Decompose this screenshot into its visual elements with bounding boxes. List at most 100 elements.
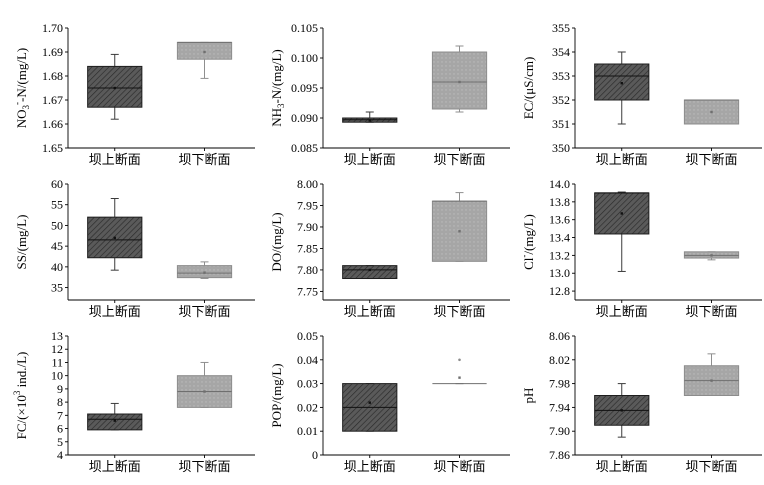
x-category-label: 坝上断面 bbox=[89, 152, 141, 167]
box-upstream bbox=[342, 383, 398, 432]
y-tick-label: 354 bbox=[552, 45, 570, 59]
y-tick-label: 13.2 bbox=[549, 248, 570, 262]
box-downstream bbox=[683, 251, 740, 261]
y-tick-label: 7.85 bbox=[297, 241, 318, 255]
box-body bbox=[342, 265, 398, 280]
x-category-label: 坝下断面 bbox=[686, 459, 738, 474]
box-downstream bbox=[431, 45, 488, 113]
x-category-label: 坝上断面 bbox=[89, 459, 141, 474]
box-upstream bbox=[594, 383, 650, 438]
x-category-label: 坝下断面 bbox=[686, 304, 738, 319]
mean-marker bbox=[620, 212, 623, 215]
y-axis-label: SS/(mg/L) bbox=[14, 215, 29, 270]
box-downstream bbox=[176, 261, 233, 279]
mean-marker bbox=[113, 236, 116, 240]
y-tick-label: 55 bbox=[51, 198, 63, 212]
y-tick-label: 60 bbox=[51, 177, 63, 191]
panel-1: 1.65 1.66 1.67 1.68 1.69 1.70 坝上断面 坝下断面 NO3--N/(… bbox=[12, 21, 255, 167]
panel-5: 7.75 7.80 7.85 7.90 7.95 8.00 坝上断面 坝下断面 DO/(mg/L… bbox=[269, 177, 510, 319]
box-upstream bbox=[594, 51, 650, 125]
y-tick-label: 40 bbox=[51, 260, 63, 274]
y-tick-label: 8 bbox=[57, 395, 63, 409]
mean-marker bbox=[368, 119, 371, 122]
y-tick-label: 0.05 bbox=[297, 329, 318, 343]
y-tick-label: 12.8 bbox=[549, 284, 570, 298]
y-tick-label: 7.98 bbox=[549, 377, 570, 391]
y-tick-label: 7.75 bbox=[297, 284, 318, 298]
panel-6: 12.8 13.0 13.2 13.4 13.6 13.8 14.0 坝上断面 坝下断面 Cl-/… bbox=[519, 177, 762, 319]
y-tick-label: 353 bbox=[552, 69, 570, 83]
y-tick-label: 0.04 bbox=[297, 353, 318, 367]
mean-marker bbox=[368, 268, 371, 272]
y-axis-label: NH3-N/(mg/L) bbox=[269, 49, 286, 126]
x-category-label: 坝上断面 bbox=[344, 304, 396, 319]
y-tick-label: 355 bbox=[552, 21, 570, 35]
y-tick-label: 10 bbox=[51, 369, 63, 383]
y-tick-label: 7 bbox=[57, 408, 63, 422]
box-body bbox=[431, 51, 488, 110]
panel-4: 35 40 45 50 55 60 坝上断面 坝下断面 SS/(mg/L) bbox=[14, 177, 255, 319]
mean-marker bbox=[203, 50, 206, 54]
y-tick-label: 7.94 bbox=[549, 400, 570, 414]
y-tick-label: 7.86 bbox=[549, 448, 570, 462]
y-tick-label: 0.090 bbox=[291, 111, 318, 125]
panel-3: 350 351 352 353 354 355 坝上断面 坝下断面 EC/(μS/cm) bbox=[521, 21, 762, 167]
box-downstream bbox=[176, 41, 233, 79]
box-downstream bbox=[432, 358, 487, 385]
x-category-label: 坝上断面 bbox=[344, 152, 396, 167]
y-tick-label: 7.95 bbox=[297, 198, 318, 212]
x-category-label: 坝下断面 bbox=[179, 152, 231, 167]
y-tick-label: 350 bbox=[552, 141, 570, 155]
y-tick-label: 0.02 bbox=[297, 400, 318, 414]
y-tick-label: 0.100 bbox=[291, 51, 318, 65]
x-category-label: 坝下断面 bbox=[434, 459, 486, 474]
mean-marker bbox=[458, 230, 461, 233]
x-category-label: 坝上断面 bbox=[596, 459, 648, 474]
y-tick-label: 8.00 bbox=[297, 177, 318, 191]
y-axis-label: pH bbox=[521, 388, 536, 404]
y-tick-label: 1.70 bbox=[42, 21, 63, 35]
y-tick-label: 7.80 bbox=[297, 263, 318, 277]
y-axis-label: FC/(×103 ind./L) bbox=[12, 352, 29, 440]
y-axis-label: Cl-/(mg/L) bbox=[519, 214, 536, 270]
y-tick-label: 50 bbox=[51, 218, 63, 232]
y-tick-label: 0 bbox=[312, 448, 318, 462]
x-category-label: 坝上断面 bbox=[344, 459, 396, 474]
y-tick-label: 8.06 bbox=[549, 329, 570, 343]
x-category-label: 坝上断面 bbox=[596, 152, 648, 167]
box-downstream bbox=[683, 99, 740, 125]
box-upstream bbox=[342, 265, 398, 280]
box-downstream bbox=[683, 353, 740, 396]
y-tick-label: 1.68 bbox=[42, 69, 63, 83]
x-category-label: 坝上断面 bbox=[89, 304, 141, 319]
panel-2: 0.085 0.090 0.095 0.100 0.105 坝上断面 坝下断面 NH3-N/(… bbox=[269, 21, 510, 167]
y-tick-label: 7.90 bbox=[297, 220, 318, 234]
y-tick-label: 352 bbox=[552, 93, 570, 107]
box-downstream bbox=[431, 192, 488, 262]
box-upstream bbox=[87, 53, 143, 120]
y-tick-label: 1.65 bbox=[42, 141, 63, 155]
y-axis-label: DO/(mg/L) bbox=[269, 212, 284, 271]
box-downstream bbox=[176, 361, 233, 408]
y-tick-label: 0.105 bbox=[291, 21, 318, 35]
y-tick-label: 0.03 bbox=[297, 377, 318, 391]
x-category-label: 坝下断面 bbox=[686, 152, 738, 167]
mean-marker bbox=[113, 419, 116, 422]
mean-marker bbox=[458, 80, 461, 84]
y-tick-label: 0.01 bbox=[297, 424, 318, 438]
x-category-label: 坝上断面 bbox=[596, 304, 648, 319]
box-upstream bbox=[342, 111, 398, 123]
y-tick-label: 13 bbox=[51, 329, 63, 343]
mean-marker bbox=[368, 401, 371, 404]
y-tick-label: 7.90 bbox=[549, 424, 570, 438]
panel-9: 7.86 7.90 7.94 7.98 8.02 8.06 坝上断面 坝下断面 pH bbox=[521, 329, 762, 474]
mean-marker bbox=[710, 379, 713, 382]
mean-marker bbox=[203, 271, 206, 274]
y-tick-label: 1.67 bbox=[42, 93, 63, 107]
y-axis-label: NO3--N/(mg/L) bbox=[12, 48, 31, 128]
mean-marker bbox=[620, 409, 623, 412]
y-tick-label: 4 bbox=[57, 448, 63, 462]
y-tick-label: 13.6 bbox=[549, 213, 570, 227]
mean-marker bbox=[203, 390, 206, 393]
